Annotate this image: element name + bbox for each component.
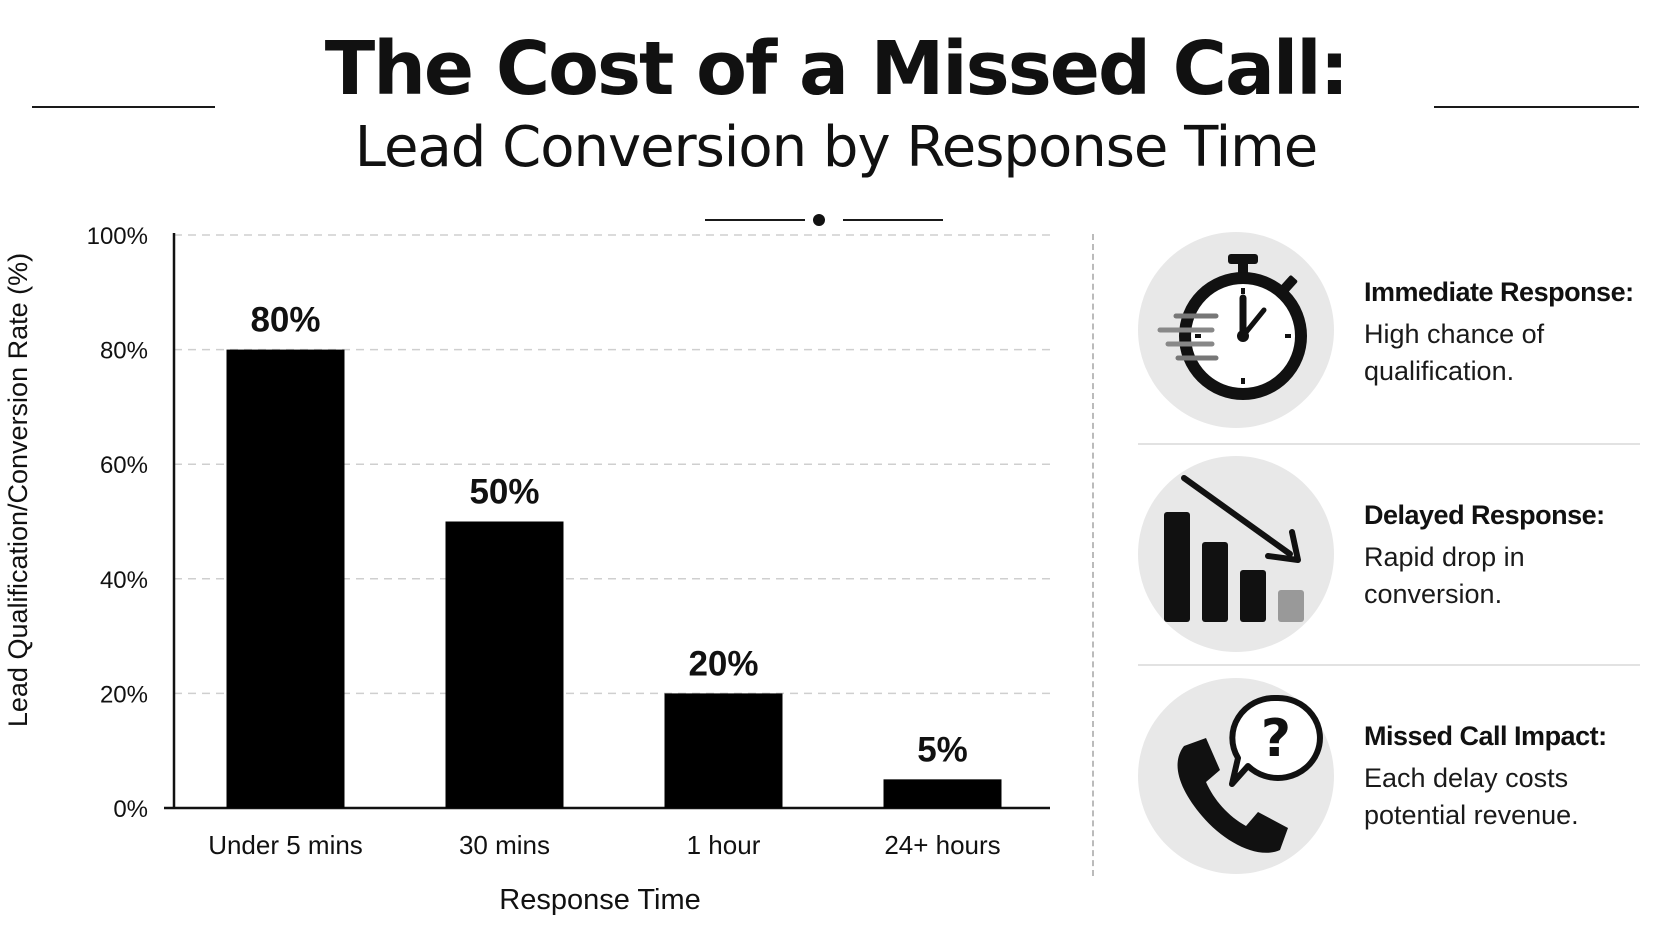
panel-missed-title: Missed Call Impact: xyxy=(1364,721,1607,751)
panel-delayed-text: Delayed Response: Rapid drop in conversi… xyxy=(1364,497,1664,613)
y-tick-label: 60% xyxy=(100,452,148,479)
panel-missed-body: Each delay costs potential revenue. xyxy=(1364,763,1579,830)
y-tick-label: 20% xyxy=(100,681,148,708)
page-title: The Cost of a Missed Call: xyxy=(324,26,1350,112)
panel-immediate-body: High chance of qualification. xyxy=(1364,319,1545,386)
bar xyxy=(445,521,564,808)
stopwatch-icon xyxy=(1138,232,1334,428)
bar xyxy=(226,349,345,808)
y-tick-label: 100% xyxy=(87,223,148,250)
ornament-line-left xyxy=(705,219,805,221)
y-tick-label: 0% xyxy=(113,796,148,823)
bar xyxy=(883,779,1002,808)
phone-question-icon: ? xyxy=(1138,678,1334,874)
panel-separator-2 xyxy=(1138,664,1640,666)
bar-chart: 0% 20% 40% 60% 80% 100% 80% Under 5 mins 50% 30 m… xyxy=(87,223,1050,860)
x-tick-label: 30 mins xyxy=(459,830,550,860)
x-tick-label: 24+ hours xyxy=(884,830,1000,860)
bar-value-label: 50% xyxy=(469,473,539,512)
ornament-line-right xyxy=(843,219,943,221)
panel-divider xyxy=(1092,234,1094,876)
bar-value-label: 80% xyxy=(250,301,320,340)
panel-delayed-body: Rapid drop in conversion. xyxy=(1364,542,1525,609)
page-subtitle: Lead Conversion by Response Time xyxy=(354,115,1318,180)
panel-delayed-title: Delayed Response: xyxy=(1364,500,1605,530)
svg-text:?: ? xyxy=(1261,709,1291,769)
y-axis-title: Lead Qualification/Conversion Rate (%) xyxy=(3,252,33,728)
x-axis-title: Response Time xyxy=(499,884,701,916)
panel-missed-text: Missed Call Impact: Each delay costs pot… xyxy=(1364,718,1664,834)
title-rule-left xyxy=(32,106,215,108)
panel-immediate-text: Immediate Response: High chance of quali… xyxy=(1364,274,1664,390)
title-rule-right xyxy=(1434,106,1639,108)
panel-immediate-title: Immediate Response: xyxy=(1364,277,1634,307)
panel-separator-1 xyxy=(1138,443,1640,445)
declining-bars-icon xyxy=(1138,456,1334,652)
ornament-dot xyxy=(813,214,825,226)
bar-value-label: 20% xyxy=(688,644,758,683)
x-tick-label: Under 5 mins xyxy=(208,830,363,860)
y-tick-label: 40% xyxy=(100,567,148,594)
x-tick-label: 1 hour xyxy=(687,830,761,860)
y-tick-label: 80% xyxy=(100,338,148,365)
bar-value-label: 5% xyxy=(917,730,968,769)
bar xyxy=(664,693,783,808)
